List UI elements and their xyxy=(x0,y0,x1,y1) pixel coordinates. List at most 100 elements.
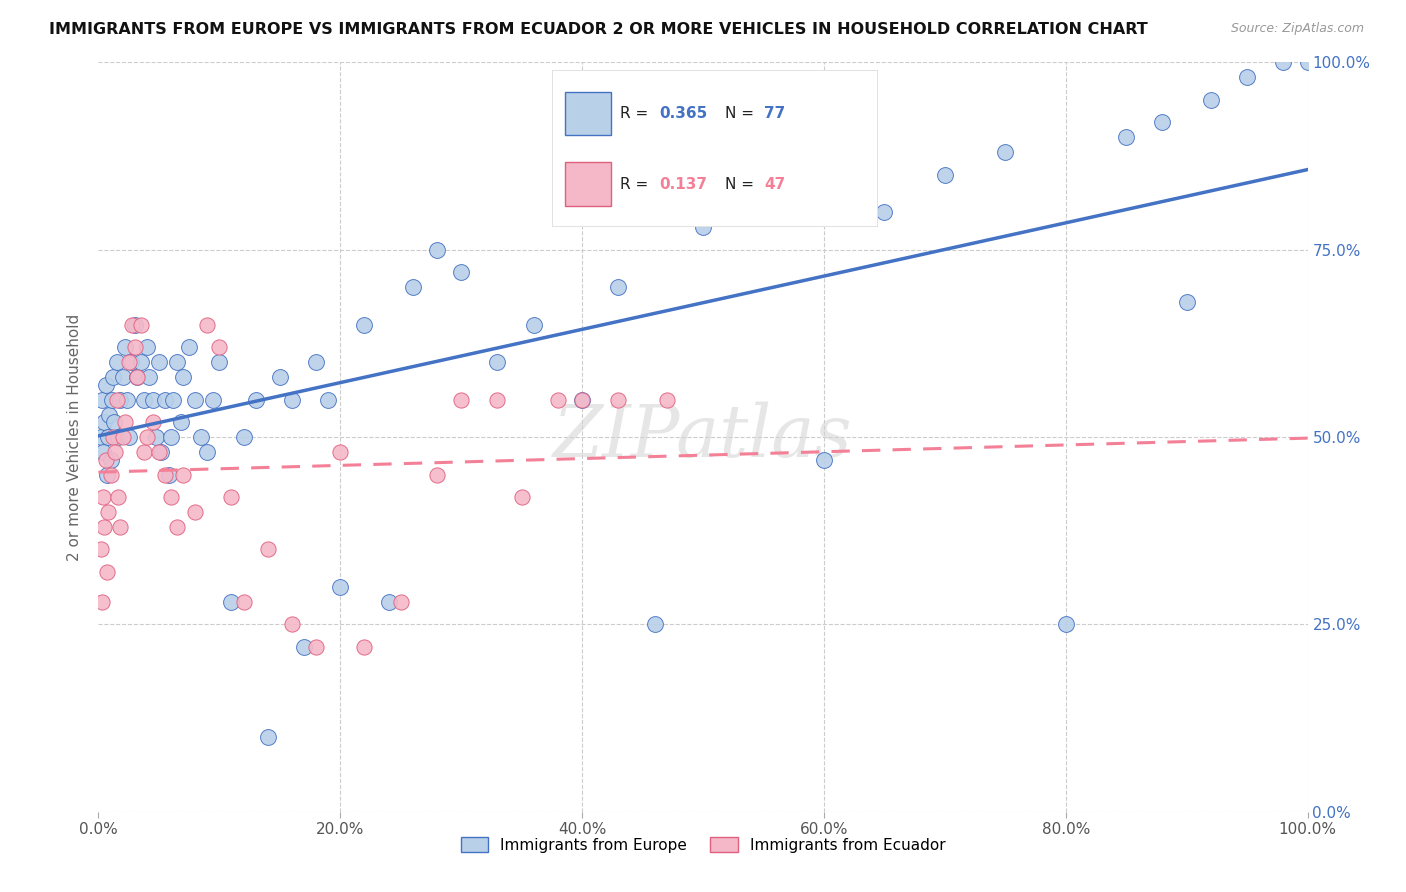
Point xyxy=(90,542,112,557)
Point xyxy=(91,490,114,504)
Point xyxy=(1236,70,1258,85)
Point xyxy=(127,370,149,384)
Point xyxy=(245,392,267,407)
Point xyxy=(142,392,165,407)
Point xyxy=(1115,130,1137,145)
Point xyxy=(644,617,666,632)
Point xyxy=(162,392,184,407)
Point xyxy=(486,355,509,369)
Point xyxy=(426,243,449,257)
Point xyxy=(145,430,167,444)
Point xyxy=(148,445,170,459)
Point xyxy=(934,168,956,182)
Point xyxy=(142,415,165,429)
Point xyxy=(94,452,117,467)
Point xyxy=(752,190,775,204)
Point xyxy=(148,355,170,369)
Point xyxy=(450,392,472,407)
Point xyxy=(160,430,183,444)
Point xyxy=(1152,115,1174,129)
Point xyxy=(150,445,173,459)
Point xyxy=(523,318,546,332)
Point xyxy=(607,280,630,294)
Point xyxy=(232,430,254,444)
Point xyxy=(98,408,121,422)
Point xyxy=(93,520,115,534)
Point xyxy=(172,370,194,384)
Point xyxy=(281,617,304,632)
Point xyxy=(510,490,533,504)
Point xyxy=(105,392,128,407)
Point xyxy=(292,640,315,654)
Point xyxy=(153,392,176,407)
Point xyxy=(692,220,714,235)
Point xyxy=(195,318,218,332)
Point xyxy=(169,415,191,429)
Point xyxy=(91,392,114,407)
Point xyxy=(105,355,128,369)
Point xyxy=(104,445,127,459)
Point xyxy=(166,355,188,369)
Point xyxy=(90,430,112,444)
Point xyxy=(329,445,352,459)
Point xyxy=(97,430,120,444)
Point xyxy=(114,415,136,429)
Point xyxy=(100,452,122,467)
Point xyxy=(221,595,243,609)
Point xyxy=(111,430,134,444)
Point xyxy=(450,265,472,279)
Point xyxy=(195,445,218,459)
Point xyxy=(107,490,129,504)
Point xyxy=(655,392,678,407)
Point xyxy=(221,490,243,504)
Point xyxy=(121,318,143,332)
Point xyxy=(486,392,509,407)
Point xyxy=(97,505,120,519)
Point xyxy=(1272,55,1295,70)
Point xyxy=(316,392,339,407)
Point xyxy=(107,430,129,444)
Point xyxy=(118,430,141,444)
Point xyxy=(1296,55,1319,70)
Point xyxy=(547,392,569,407)
Point xyxy=(353,640,375,654)
Text: Source: ZipAtlas.com: Source: ZipAtlas.com xyxy=(1230,22,1364,36)
Point xyxy=(101,370,124,384)
Point xyxy=(202,392,225,407)
Point xyxy=(117,392,139,407)
Text: ZIPatlas: ZIPatlas xyxy=(553,401,853,473)
Point xyxy=(190,430,212,444)
Point xyxy=(353,318,375,332)
Point xyxy=(96,565,118,579)
Point xyxy=(571,392,593,407)
Point xyxy=(120,355,142,369)
Point xyxy=(269,370,291,384)
Point xyxy=(135,340,157,354)
Y-axis label: 2 or more Vehicles in Household: 2 or more Vehicles in Household xyxy=(67,313,83,561)
Point xyxy=(179,340,201,354)
Point xyxy=(111,370,134,384)
Point xyxy=(184,392,207,407)
Point xyxy=(256,542,278,557)
Point xyxy=(94,377,117,392)
Point xyxy=(607,392,630,407)
Point xyxy=(127,370,149,384)
Point xyxy=(114,340,136,354)
Point xyxy=(232,595,254,609)
Point xyxy=(571,392,593,407)
Point xyxy=(1054,617,1077,632)
Point xyxy=(103,415,125,429)
Point xyxy=(129,318,152,332)
Point xyxy=(91,445,114,459)
Point xyxy=(96,467,118,482)
Point xyxy=(124,340,146,354)
Point xyxy=(157,467,180,482)
Point xyxy=(166,520,188,534)
Point xyxy=(873,205,896,219)
Point xyxy=(101,430,124,444)
Point xyxy=(208,355,231,369)
Point xyxy=(108,520,131,534)
Point xyxy=(124,318,146,332)
Point xyxy=(329,580,352,594)
Point xyxy=(377,595,399,609)
